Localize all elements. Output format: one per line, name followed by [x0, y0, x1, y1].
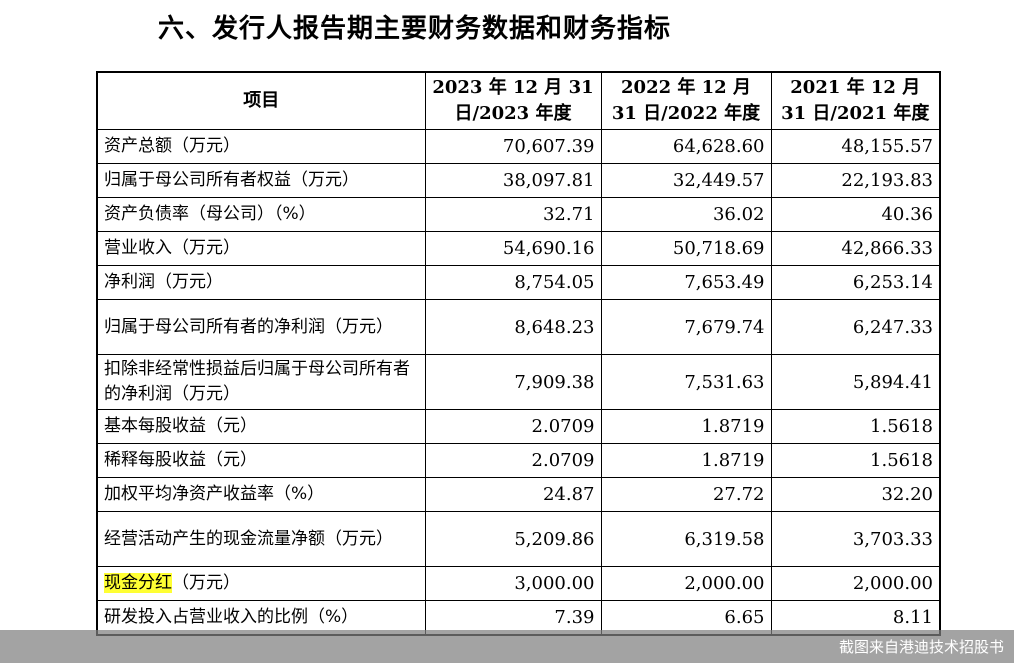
cell-2023: 2.0709 — [424, 443, 602, 478]
cell-2022: 50,718.69 — [600, 231, 772, 266]
row-label: 经营活动产生的现金流量净额（万元） — [96, 511, 426, 567]
header-2021: 2021 年 12 月 31 日/2021 年度 — [770, 71, 941, 130]
table-row: 净利润（万元） 8,754.05 7,653.49 6,253.14 — [96, 265, 941, 300]
table-row: 归属于母公司所有者的净利润（万元） 8,648.23 7,679.74 6,24… — [96, 299, 941, 355]
cell-2023: 70,607.39 — [424, 129, 602, 164]
table-row: 基本每股收益（元） 2.0709 1.8719 1.5618 — [96, 409, 941, 444]
table-row: 营业收入（万元） 54,690.16 50,718.69 42,866.33 — [96, 231, 941, 266]
cell-2022: 1.8719 — [600, 443, 772, 478]
row-label: 基本每股收益（元） — [96, 409, 426, 444]
cell-2022: 1.8719 — [600, 409, 772, 444]
cell-2022: 64,628.60 — [600, 129, 772, 164]
cell-2022: 7,531.63 — [600, 354, 772, 410]
cell-2021: 42,866.33 — [770, 231, 941, 266]
row-label: 归属于母公司所有者的净利润（万元） — [96, 299, 426, 355]
cell-2023: 2.0709 — [424, 409, 602, 444]
cell-2021: 1.5618 — [770, 409, 941, 444]
cell-2023: 32.71 — [424, 197, 602, 232]
financial-data-table: 项目 2023 年 12 月 31 日/2023 年度 2022 年 12 月 … — [96, 71, 941, 636]
cell-2021: 48,155.57 — [770, 129, 941, 164]
cell-2021: 32.20 — [770, 477, 941, 512]
cell-2021: 1.5618 — [770, 443, 941, 478]
table-row: 研发投入占营业收入的比例（%） 7.39 6.65 8.11 — [96, 600, 941, 636]
table-row: 归属于母公司所有者权益（万元） 38,097.81 32,449.57 22,1… — [96, 163, 941, 198]
row-label: 归属于母公司所有者权益（万元） — [96, 163, 426, 198]
label-unit: （万元） — [172, 573, 240, 593]
row-label: 加权平均净资产收益率（%） — [96, 477, 426, 512]
cell-2022: 32,449.57 — [600, 163, 772, 198]
section-heading: 六、发行人报告期主要财务数据和财务指标 — [158, 14, 672, 44]
cell-2023: 5,209.86 — [424, 511, 602, 567]
cell-2023: 8,648.23 — [424, 299, 602, 355]
table-row: 资产负债率（母公司）（%） 32.71 36.02 40.36 — [96, 197, 941, 232]
cell-2023: 7,909.38 — [424, 354, 602, 410]
header-2023: 2023 年 12 月 31 日/2023 年度 — [424, 71, 602, 130]
cell-2021: 3,703.33 — [770, 511, 941, 567]
row-label: 净利润（万元） — [96, 265, 426, 300]
cell-2023: 24.87 — [424, 477, 602, 512]
cell-2022: 7,679.74 — [600, 299, 772, 355]
row-label: 现金分红（万元） — [96, 566, 426, 601]
cell-2022: 2,000.00 — [600, 566, 772, 601]
row-label: 扣除非经常性损益后归属于母公司所有者的净利润（万元） — [96, 354, 426, 410]
cell-2022: 6,319.58 — [600, 511, 772, 567]
cell-2021: 6,247.33 — [770, 299, 941, 355]
header-2022: 2022 年 12 月 31 日/2022 年度 — [600, 71, 772, 130]
cell-2022: 36.02 — [600, 197, 772, 232]
cell-2022: 27.72 — [600, 477, 772, 512]
cell-2023: 38,097.81 — [424, 163, 602, 198]
table-row: 扣除非经常性损益后归属于母公司所有者的净利润（万元） 7,909.38 7,53… — [96, 354, 941, 410]
cell-2021: 8.11 — [770, 600, 941, 636]
cell-2023: 8,754.05 — [424, 265, 602, 300]
table-row: 资产总额（万元） 70,607.39 64,628.60 48,155.57 — [96, 129, 941, 164]
cell-2021: 2,000.00 — [770, 566, 941, 601]
table-row: 稀释每股收益（元） 2.0709 1.8719 1.5618 — [96, 443, 941, 478]
cell-2021: 40.36 — [770, 197, 941, 232]
cell-2021: 22,193.83 — [770, 163, 941, 198]
highlighted-label: 现金分红 — [104, 573, 172, 593]
cell-2022: 7,653.49 — [600, 265, 772, 300]
cell-2021: 5,894.41 — [770, 354, 941, 410]
watermark-bar — [0, 630, 1014, 663]
table-row: 经营活动产生的现金流量净额（万元） 5,209.86 6,319.58 3,70… — [96, 511, 941, 567]
table-row: 加权平均净资产收益率（%） 24.87 27.72 32.20 — [96, 477, 941, 512]
cell-2023: 7.39 — [424, 600, 602, 636]
header-item: 项目 — [96, 71, 426, 130]
row-label: 稀释每股收益（元） — [96, 443, 426, 478]
row-label: 营业收入（万元） — [96, 231, 426, 266]
row-label: 资产负债率（母公司）（%） — [96, 197, 426, 232]
row-label: 资产总额（万元） — [96, 129, 426, 164]
table-row: 现金分红（万元） 3,000.00 2,000.00 2,000.00 — [96, 566, 941, 601]
watermark-text: 截图来自港迪技术招股书 — [838, 638, 1004, 656]
cell-2023: 54,690.16 — [424, 231, 602, 266]
cell-2023: 3,000.00 — [424, 566, 602, 601]
table-header-row: 项目 2023 年 12 月 31 日/2023 年度 2022 年 12 月 … — [96, 71, 941, 130]
cell-2021: 6,253.14 — [770, 265, 941, 300]
row-label: 研发投入占营业收入的比例（%） — [96, 600, 426, 636]
